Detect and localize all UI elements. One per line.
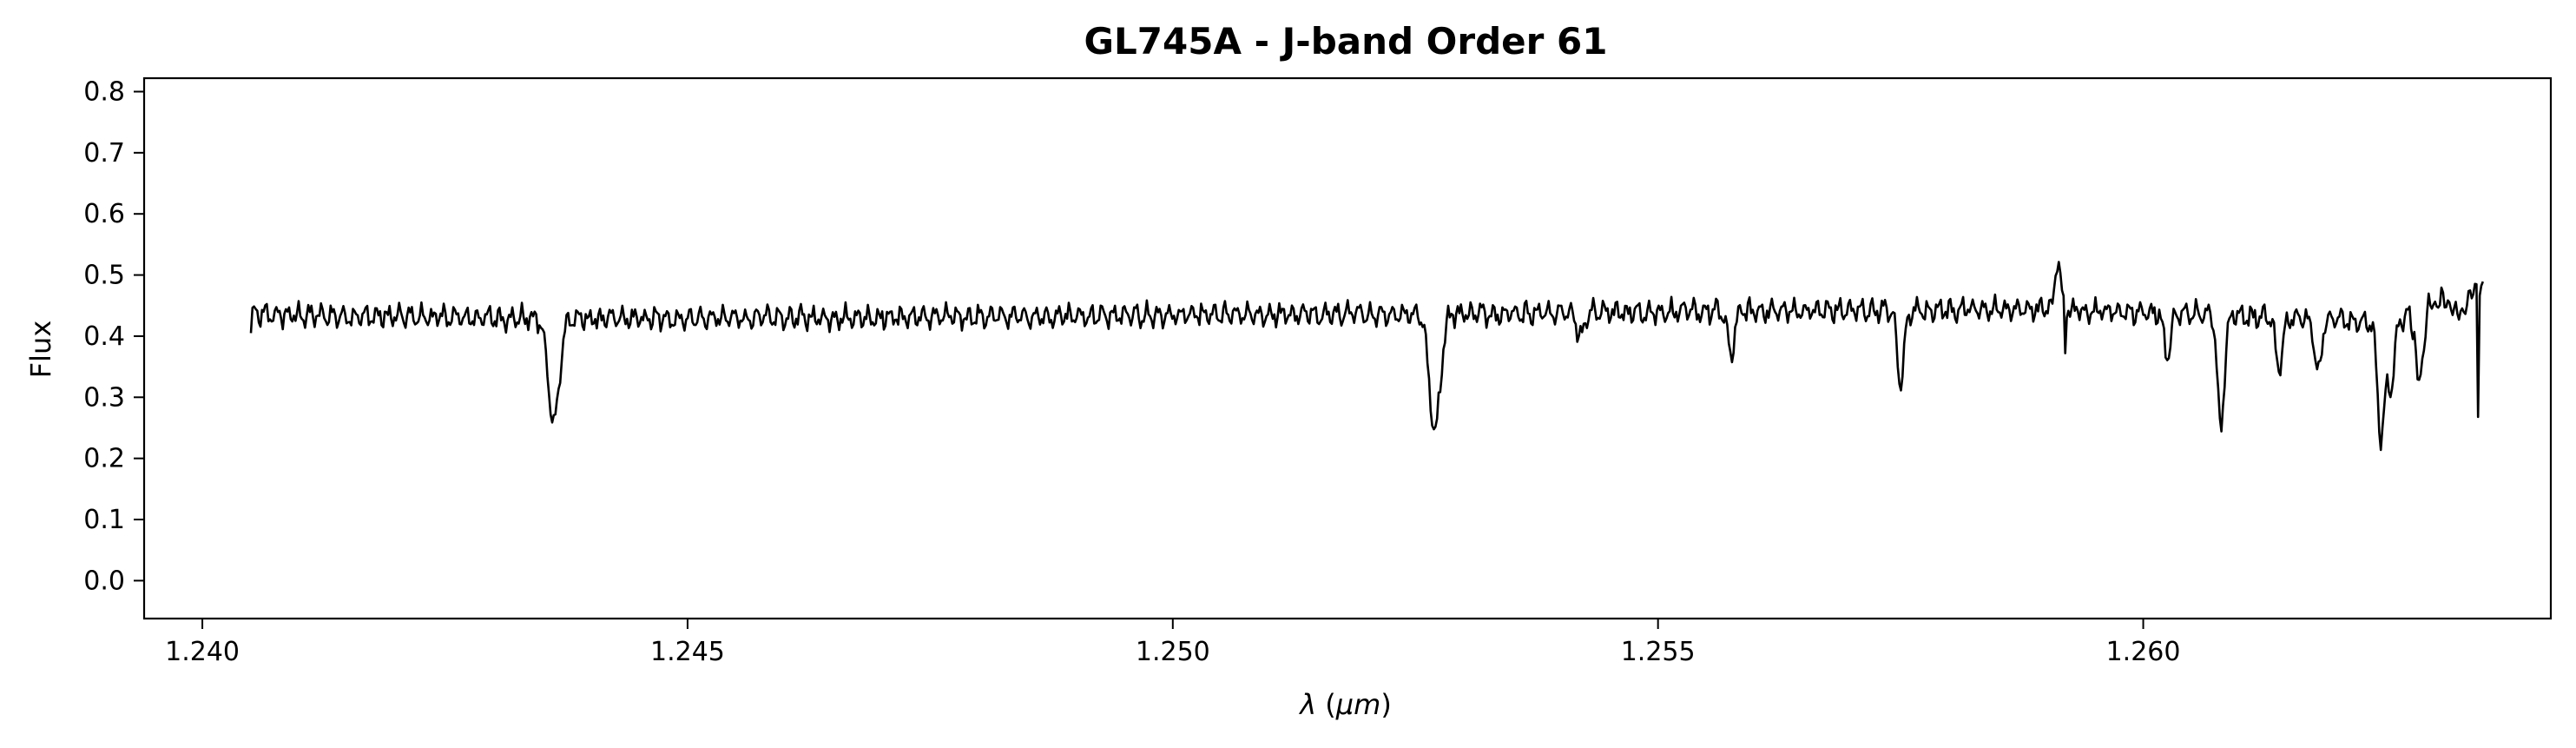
y-tick-label: 0.2 [83,444,125,474]
plot-area-frame [142,76,2553,620]
x-tick-label: 1.260 [2106,637,2181,667]
x-tick-label: 1.255 [1621,637,1696,667]
y-tick-label: 0.0 [83,566,125,596]
y-tick-label: 0.5 [83,261,125,291]
y-tick-label: 0.8 [83,76,125,107]
spectrum-line [249,261,2485,452]
y-tick-label: 0.4 [83,321,125,352]
x-axis-ticks: 1.240 1.245 1.250 1.255 1.260 [165,619,2180,667]
y-tick-label: 0.7 [83,138,125,169]
y-tick-label: 0.3 [83,382,125,413]
x-axis-label: λ (μm) [1298,688,1392,721]
y-axis-ticks: 0.0 0.1 0.2 0.3 0.4 0.5 0.6 0.7 0.8 [83,76,144,596]
x-tick-label: 1.245 [650,637,725,667]
chart-title: GL745A - J-band Order 61 [1084,20,1608,63]
y-tick-label: 0.1 [83,505,125,535]
x-tick-label: 1.250 [1136,637,1210,667]
x-tick-label: 1.240 [165,637,240,667]
y-axis-label: Flux [24,321,57,379]
y-tick-label: 0.6 [83,199,125,229]
